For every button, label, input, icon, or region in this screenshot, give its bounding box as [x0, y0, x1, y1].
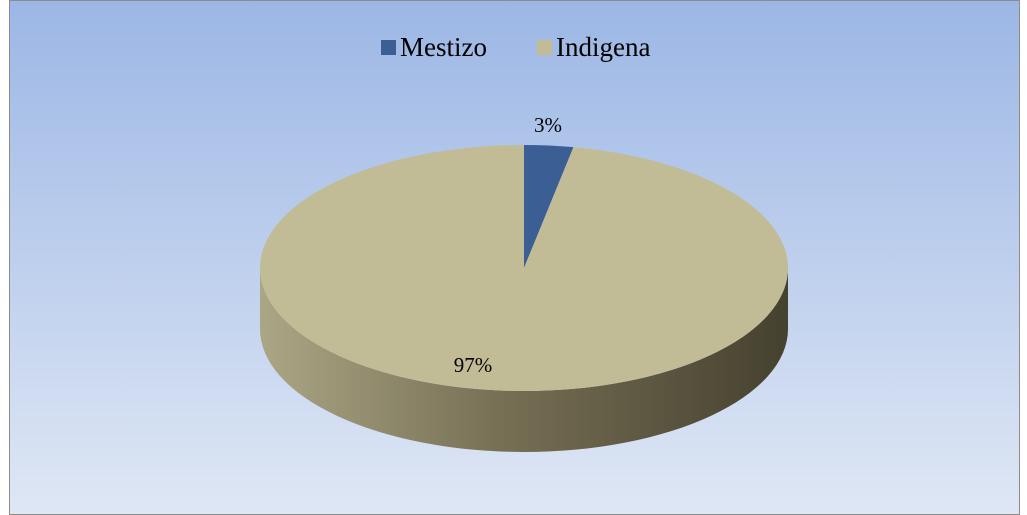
- legend-swatch: [537, 40, 552, 55]
- legend-label: Mestizo: [400, 32, 487, 62]
- legend-swatch: [381, 40, 396, 55]
- pie-slice: [524, 145, 574, 268]
- pie-slice: [260, 145, 789, 391]
- data-label: 97%: [454, 353, 493, 377]
- pie-side: [260, 268, 788, 452]
- legend-label: Indigena: [556, 32, 650, 62]
- data-label: 3%: [534, 113, 562, 137]
